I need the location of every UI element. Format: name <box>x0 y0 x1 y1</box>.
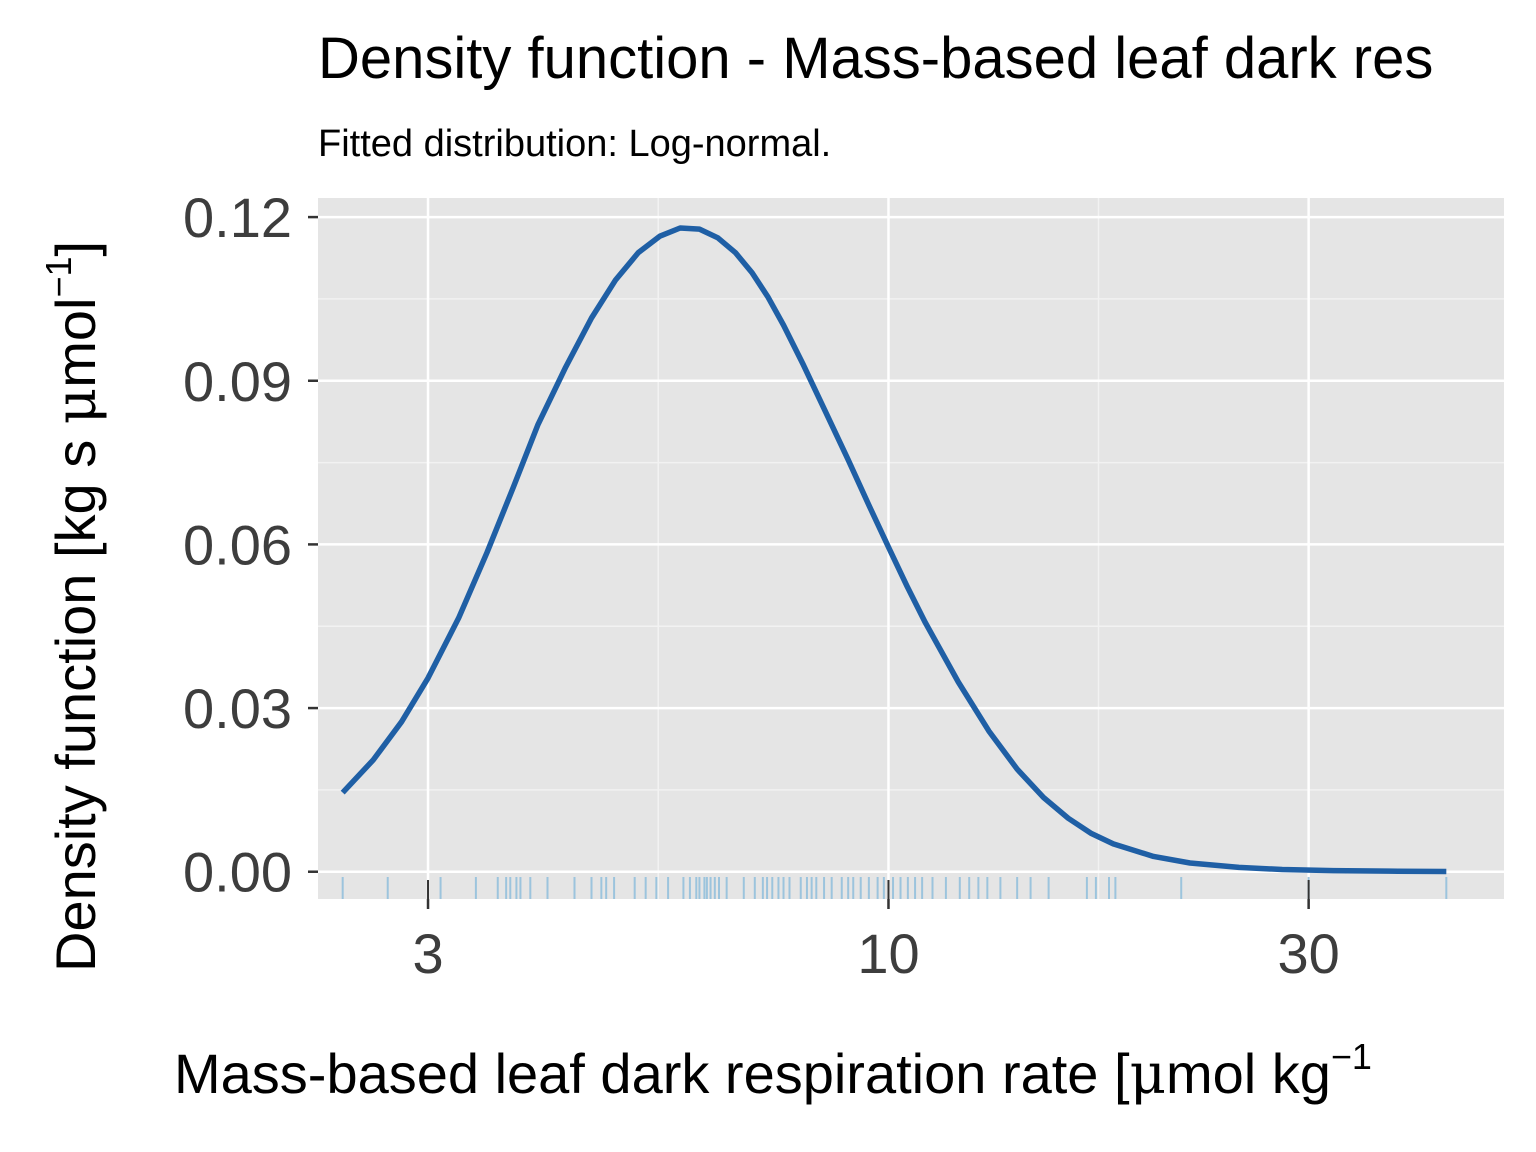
rug-marks <box>341 877 1448 899</box>
x-tick-label: 3 <box>412 922 443 985</box>
y-tick-label: 0.03 <box>183 677 292 740</box>
chart-subtitle: Fitted distribution: Log-normal. <box>318 123 831 165</box>
plot-panel <box>318 198 1504 899</box>
y-tick-label: 0.00 <box>183 841 292 904</box>
x-axis-title: Mass-based leaf dark respiration rate [μ… <box>174 1036 1372 1107</box>
y-tick-label: 0.06 <box>183 513 292 576</box>
y-tick-label: 0.12 <box>183 186 292 249</box>
y-tick-label: 0.09 <box>183 350 292 413</box>
y-axis-title: Density function [kg s μmol−1] <box>38 241 109 972</box>
density-curve <box>340 225 1447 875</box>
x-tick-label: 30 <box>1277 922 1339 985</box>
axes: 0.00 0.03 0.06 0.09 0.12 3 10 30 <box>183 186 1340 985</box>
x-tick-label: 10 <box>857 922 919 985</box>
chart-title: Density function - Mass-based leaf dark … <box>318 26 1433 91</box>
